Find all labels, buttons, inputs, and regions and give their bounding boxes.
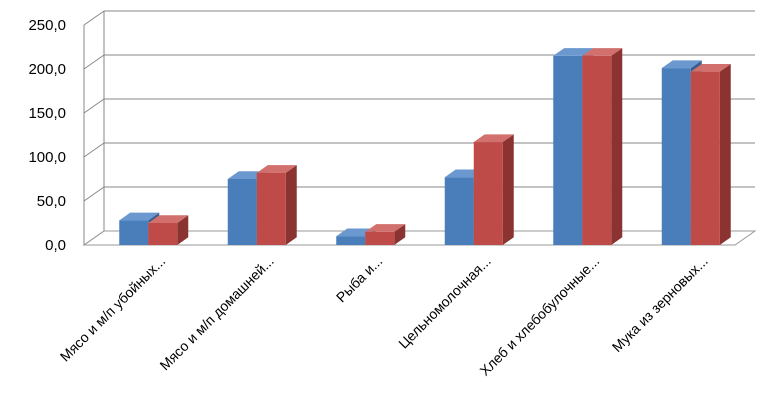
x-axis-labels: Мясо и м/п убойных...Мясо и м/п домашней… xyxy=(57,253,711,379)
y-tick-label: 50,0 xyxy=(37,193,66,210)
bar-side-face xyxy=(502,134,514,245)
y-tick-label: 150,0 xyxy=(28,105,66,122)
bar-front-face xyxy=(256,172,286,245)
bar-front-face xyxy=(661,68,691,246)
x-category-label: Мука из зерновых... xyxy=(609,253,711,355)
bar-front-face xyxy=(553,55,583,245)
bar-side-face xyxy=(177,215,189,245)
x-category-label: Цельномолочная... xyxy=(395,253,494,352)
bar xyxy=(690,63,731,245)
x-category-label: Хлеб и хлебобулочные... xyxy=(476,253,602,379)
bar-side-face xyxy=(285,165,297,245)
x-category-label: Мясо и м/п убойных... xyxy=(57,253,169,365)
bar-front-face xyxy=(690,71,720,245)
bar-front-face xyxy=(227,179,257,245)
bar xyxy=(582,48,623,245)
gridlines xyxy=(83,10,755,246)
bar-top-face xyxy=(582,48,623,56)
gridline-diagonal xyxy=(83,186,105,202)
bar-top-face xyxy=(256,165,297,173)
bar-front-face xyxy=(365,231,395,245)
y-tick-label: 200,0 xyxy=(28,61,66,78)
bar-side-face xyxy=(719,63,731,245)
gridline-diagonal xyxy=(83,98,105,114)
bar-front-face xyxy=(119,220,149,245)
x-category-label: Мясо и м/п домашней... xyxy=(156,253,276,373)
bar-front-face xyxy=(444,177,474,245)
gridline-diagonal xyxy=(83,10,105,26)
y-tick-label: 250,0 xyxy=(28,17,66,34)
bar-side-face xyxy=(611,48,623,245)
x-category-label: Рыба и... xyxy=(333,253,386,306)
bar-front-face xyxy=(336,236,366,245)
bar xyxy=(365,224,406,245)
bars-group xyxy=(119,48,731,246)
gridline-diagonal xyxy=(83,142,105,158)
bar-top-face xyxy=(553,48,594,56)
bar-top-face xyxy=(690,63,731,72)
bar-top-face xyxy=(473,134,514,143)
bar xyxy=(148,215,189,245)
bar-front-face xyxy=(582,55,612,245)
floor-plane xyxy=(82,230,757,246)
chart-floor xyxy=(82,230,757,246)
bar-top-face xyxy=(148,215,189,223)
bar-front-face xyxy=(148,223,178,245)
bar xyxy=(473,134,514,245)
bar-side-face xyxy=(394,224,406,245)
bar-top-face xyxy=(119,212,160,221)
bar xyxy=(256,165,297,245)
y-tick-label: 0,0 xyxy=(45,237,66,254)
bar-top-face xyxy=(365,224,406,232)
bar-top-face xyxy=(661,60,702,69)
y-axis-ticks: 0,0 50,0 100,0 150,0 200,0 250,0 xyxy=(28,17,66,254)
gridline-diagonal xyxy=(83,54,105,70)
bar-front-face xyxy=(473,142,503,245)
y-tick-label: 100,0 xyxy=(28,149,66,166)
